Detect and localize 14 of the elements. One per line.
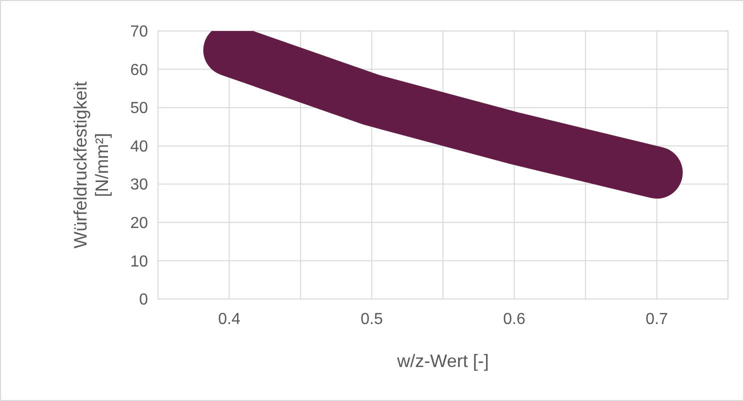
y-tick-label: 10 bbox=[130, 253, 148, 270]
y-tick-label: 30 bbox=[130, 176, 148, 194]
y-tick-label: 20 bbox=[130, 215, 148, 232]
y-axis-title: Würfeldruckfestigkeit [N/mm²] bbox=[70, 81, 112, 249]
x-tick-label: 0.5 bbox=[360, 311, 383, 328]
x-tick-label: 0.4 bbox=[218, 311, 240, 328]
x-tick-label: 0.7 bbox=[646, 311, 668, 328]
x-tick-label: 0.6 bbox=[503, 311, 526, 328]
y-tick-label: 50 bbox=[130, 100, 148, 118]
y-tick-label: 60 bbox=[130, 62, 148, 79]
x-axis-title: w/z-Wert [-] bbox=[396, 351, 489, 371]
y-tick-label: 0 bbox=[139, 292, 148, 309]
y-tick-label: 40 bbox=[130, 138, 148, 156]
y-tick-label: 70 bbox=[130, 24, 148, 41]
